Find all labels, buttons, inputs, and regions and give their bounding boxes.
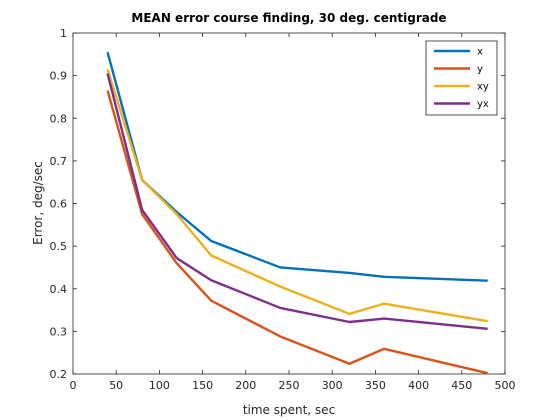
y-tick-label: 0.9 <box>50 70 68 83</box>
series-line-xy <box>106 68 488 323</box>
legend-label-xy: xy <box>477 82 489 93</box>
legend: xy xy yx <box>425 40 498 116</box>
x-axis-title: time spent, sec <box>243 403 335 417</box>
legend-label-x: x <box>477 47 483 58</box>
x-tick-label: 0 <box>70 379 77 392</box>
y-tick-label: 0.2 <box>50 368 68 381</box>
x-tick-label: 300 <box>322 379 343 392</box>
y-tick-label: 0.3 <box>50 325 68 338</box>
x-tick-label: 150 <box>192 379 213 392</box>
x-tick-label: 350 <box>365 379 386 392</box>
series-lines <box>106 51 488 375</box>
legend-label-yx: yx <box>477 99 489 110</box>
legend-label-y: y <box>477 64 483 75</box>
y-tick-label: 0.6 <box>50 198 68 211</box>
y-tick-label: 1 <box>60 27 67 40</box>
x-tick-label: 250 <box>279 379 300 392</box>
axis-ticks: 0 50 100 150 200 250 300 350 400 450 500 0.2 0.3 0.4 0… <box>50 27 516 392</box>
x-tick-label: 50 <box>109 379 123 392</box>
y-tick-label: 0.7 <box>50 155 68 168</box>
y-axis-title: Error, deg/sec <box>31 161 45 245</box>
series-line-yx <box>106 73 488 331</box>
y-tick-label: 0.5 <box>50 240 68 253</box>
x-tick-label: 200 <box>235 379 256 392</box>
x-tick-label: 400 <box>408 379 429 392</box>
chart-title: MEAN error course finding, 30 deg. centi… <box>131 11 446 25</box>
y-tick-label: 0.4 <box>50 283 68 296</box>
x-tick-label: 450 <box>451 379 472 392</box>
x-tick-label: 100 <box>149 379 170 392</box>
x-tick-label: 500 <box>495 379 516 392</box>
y-tick-label: 0.8 <box>50 112 68 125</box>
series-line-y <box>106 90 488 375</box>
